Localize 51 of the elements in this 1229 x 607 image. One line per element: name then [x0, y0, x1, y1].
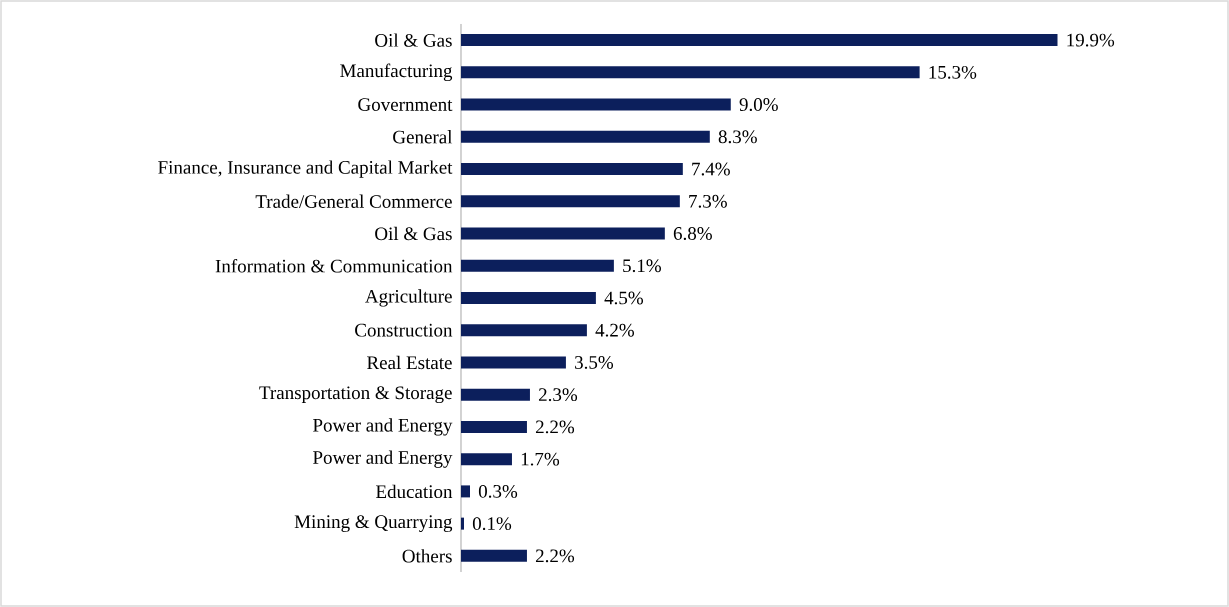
data-label: 15.3% — [929, 65, 977, 79]
y-tick-label: Information & Communication — [215, 258, 453, 273]
data-label: 19.9% — [1067, 33, 1115, 47]
y-tick-label: Oil & Gas — [375, 33, 452, 47]
bar — [461, 98, 731, 111]
y-tick-label: Mining & Quarrying — [294, 515, 453, 532]
data-label: 3.5% — [575, 356, 614, 369]
data-label: 8.3% — [718, 130, 757, 144]
y-tick-label: Construction — [355, 323, 453, 337]
bar — [461, 291, 596, 304]
data-label: 9.0% — [739, 98, 778, 112]
data-label: 7.4% — [692, 162, 730, 176]
bar — [461, 259, 614, 272]
bar — [461, 549, 527, 562]
y-tick-label: Transportation & Storage — [259, 386, 452, 404]
y-tick-label: General — [393, 130, 453, 144]
bar — [461, 388, 530, 401]
bar — [461, 324, 587, 337]
bar — [461, 453, 512, 466]
data-label: 2.2% — [535, 420, 575, 434]
bar — [461, 195, 680, 208]
y-tick-label: Power and Energy — [313, 418, 453, 436]
bar — [461, 163, 683, 176]
bar — [461, 420, 527, 433]
y-tick-label: Trade/General Commerce — [255, 194, 452, 208]
y-tick-label: Education — [375, 484, 453, 499]
bar — [461, 34, 1058, 47]
data-label: 1.7% — [521, 452, 560, 466]
data-label: 2.2% — [535, 549, 575, 563]
y-tick-label: Finance, Insurance and Capital Market — [158, 160, 453, 178]
bar — [461, 517, 465, 530]
y-tick-label: Oil & Gas — [375, 226, 452, 241]
bar — [461, 130, 710, 143]
data-label: 0.1% — [472, 517, 512, 531]
bar — [461, 227, 665, 240]
data-label: 7.3% — [689, 194, 727, 208]
bar — [461, 66, 920, 79]
y-tick-label: Agriculture — [365, 289, 452, 307]
data-label: 4.5% — [604, 291, 644, 305]
y-tick-label: Manufacturing — [340, 63, 453, 82]
y-tick-label: Power and Energy — [313, 450, 453, 468]
bar — [461, 356, 566, 369]
data-label: 0.3% — [478, 484, 518, 498]
data-label: 6.8% — [673, 227, 712, 240]
data-label: 5.1% — [623, 259, 661, 273]
y-tick-label: Government — [358, 98, 453, 111]
bar — [461, 485, 470, 498]
y-tick-label: Real Estate — [367, 355, 452, 370]
data-label: 2.3% — [538, 388, 578, 402]
data-label: 4.2% — [595, 323, 635, 337]
y-tick-label: Others — [402, 549, 452, 563]
